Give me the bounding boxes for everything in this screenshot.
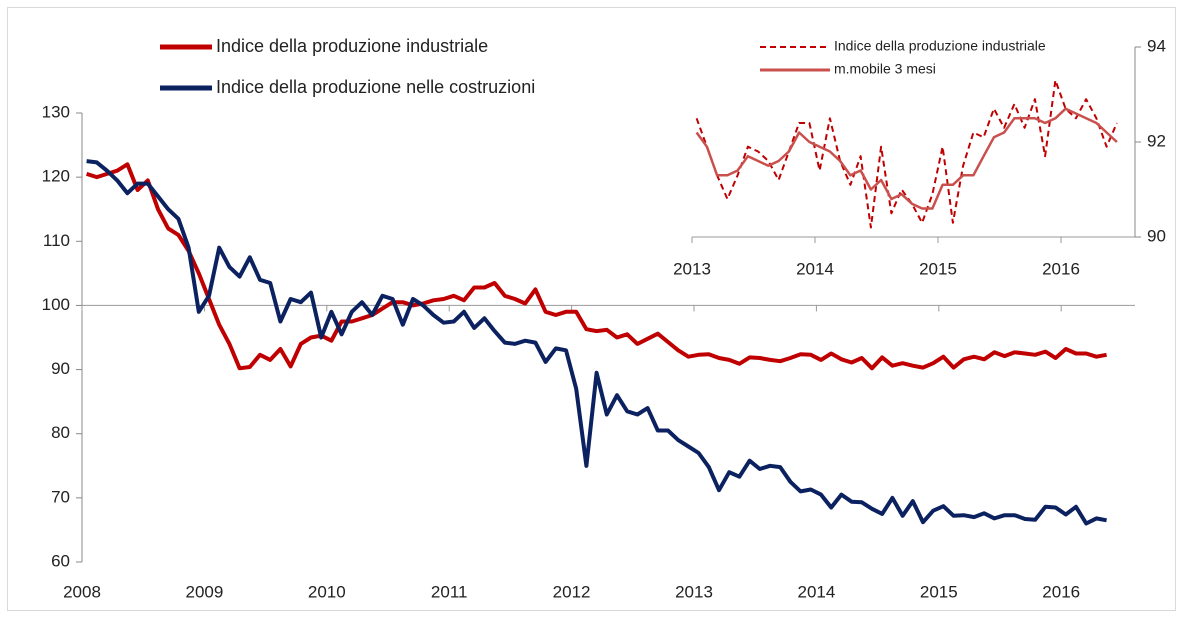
legend-label: Indice della produzione industriale (834, 38, 1046, 54)
x-tick-label: 2014 (796, 259, 834, 278)
x-tick-label: 2009 (185, 582, 223, 601)
x-tick-label: 2011 (431, 582, 468, 601)
legend-label: Indice della produzione nelle costruzion… (216, 77, 535, 97)
x-tick-label: 2014 (797, 582, 835, 601)
y-tick-label: 100 (42, 295, 70, 314)
x-tick-label: 2013 (675, 582, 713, 601)
y-tick-label: 90 (1147, 226, 1166, 245)
y-tick-label: 60 (51, 551, 70, 570)
chart-frame (7, 7, 1176, 611)
series-line (86, 159, 1107, 526)
x-tick-label: 2010 (308, 582, 346, 601)
x-tick-label: 2015 (920, 582, 958, 601)
series-line (695, 107, 1118, 210)
x-tick-label: 2016 (1042, 582, 1080, 601)
x-tick-label: 2008 (63, 582, 101, 601)
y-tick-label: 92 (1147, 131, 1166, 150)
series-line (695, 79, 1118, 229)
y-tick-label: 94 (1147, 36, 1166, 55)
legend-label: m.mobile 3 mesi (834, 61, 936, 77)
x-tick-label: 2012 (553, 582, 591, 601)
y-tick-label: 90 (51, 359, 70, 378)
y-tick-label: 80 (51, 423, 70, 442)
series-line (86, 162, 1107, 371)
x-tick-label: 2015 (919, 259, 957, 278)
y-tick-label: 130 (42, 102, 70, 121)
x-tick-label: 2013 (673, 259, 711, 278)
legend-label: Indice della produzione industriale (216, 36, 488, 56)
y-tick-label: 120 (42, 167, 70, 186)
y-tick-label: 70 (51, 487, 70, 506)
y-tick-label: 110 (43, 231, 70, 250)
x-tick-label: 2016 (1042, 259, 1080, 278)
